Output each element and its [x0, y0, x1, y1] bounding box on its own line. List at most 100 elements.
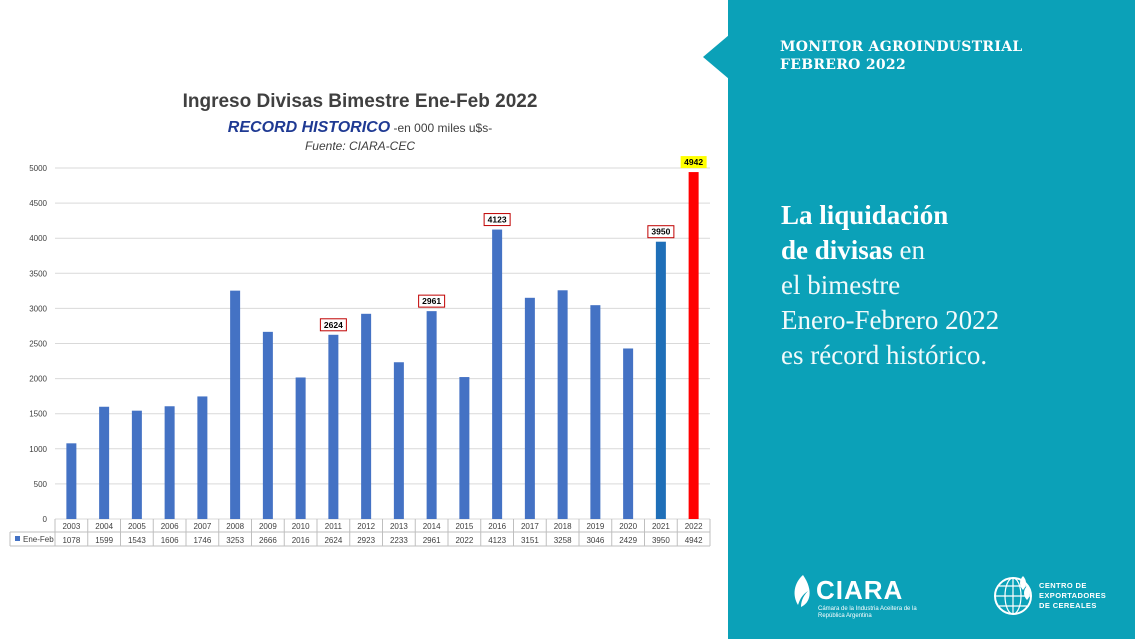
- x-tick-label: 2015: [455, 522, 473, 531]
- bar: [328, 334, 339, 519]
- table-value: 2923: [357, 536, 375, 545]
- table-value: 3253: [226, 536, 244, 545]
- y-tick-label: 5000: [29, 164, 47, 173]
- bar: [655, 241, 666, 519]
- bar: [688, 172, 699, 519]
- table-value: 4123: [488, 536, 506, 545]
- monitor-heading: MONITOR AGROINDUSTRIAL FEBRERO 2022: [780, 38, 1023, 74]
- x-tick-label: 2010: [292, 522, 310, 531]
- y-tick-label: 4000: [29, 234, 47, 243]
- table-value: 2016: [292, 536, 310, 545]
- y-tick-label: 500: [34, 480, 48, 489]
- x-tick-label: 2008: [226, 522, 244, 531]
- table-value: 2233: [390, 536, 408, 545]
- y-tick-label: 4500: [29, 199, 47, 208]
- x-tick-label: 2019: [586, 522, 604, 531]
- headline-line-5: es récord histórico.: [781, 340, 988, 370]
- legend-swatch: [15, 536, 20, 541]
- headline-line-3: el bimestre: [781, 270, 901, 300]
- cec-logo: CENTRO DE EXPORTADORES DE CEREALES: [993, 572, 1123, 622]
- y-tick-label: 1500: [29, 410, 47, 419]
- panel-notch: [703, 35, 729, 79]
- bar: [295, 377, 306, 519]
- table-value: 2666: [259, 536, 277, 545]
- bar: [492, 229, 503, 519]
- data-label-box: [418, 294, 446, 308]
- data-label-box: [319, 318, 347, 332]
- info-panel: MONITOR AGROINDUSTRIAL FEBRERO 2022 La l…: [728, 0, 1135, 639]
- ciara-logo: CIARA Cámara de la Industria Aceitera de…: [790, 573, 917, 623]
- subtitle-record: RECORD HISTORICO: [228, 119, 391, 136]
- x-tick-label: 2012: [357, 522, 375, 531]
- leaf-icon: [794, 575, 810, 607]
- table-value: 4942: [685, 536, 703, 545]
- bar: [426, 311, 437, 519]
- table-value: 2429: [619, 536, 637, 545]
- globe-wheat-icon: [994, 576, 1032, 615]
- table-value: 3950: [652, 536, 670, 545]
- monitor-line-1: MONITOR AGROINDUSTRIAL: [780, 39, 1023, 55]
- table-value: 1599: [95, 536, 113, 545]
- bar: [230, 290, 241, 519]
- chart-title: Ingreso Divisas Bimestre Ene-Feb 2022: [183, 91, 538, 112]
- table-value: 2624: [324, 536, 342, 545]
- headline-line-1: La liquidación: [781, 200, 949, 230]
- headline-line-4: Enero-Febrero 2022: [781, 305, 1000, 335]
- bar: [262, 331, 273, 519]
- y-tick-label: 3500: [29, 269, 47, 278]
- y-tick-label: 2000: [29, 375, 47, 384]
- x-tick-label: 2004: [95, 522, 113, 531]
- x-tick-label: 2022: [685, 522, 703, 531]
- table-value: 2022: [455, 536, 473, 545]
- y-tick-label: 1000: [29, 445, 47, 454]
- chart-source: Fuente: CIARA-CEC: [305, 139, 415, 153]
- x-tick-label: 2009: [259, 522, 277, 531]
- table-value: 3046: [586, 536, 604, 545]
- x-tick-label: 2016: [488, 522, 506, 531]
- legend-label: Ene-Feb: [23, 535, 54, 544]
- bar: [524, 297, 535, 519]
- table-value: 3151: [521, 536, 539, 545]
- table-value: 1606: [161, 536, 179, 545]
- data-label: 2961: [422, 296, 441, 306]
- headline: La liquidación de divisas en el bimestre…: [781, 198, 1121, 373]
- x-tick-label: 2006: [161, 522, 179, 531]
- x-tick-label: 2003: [62, 522, 80, 531]
- data-label-box: [647, 225, 675, 239]
- bar: [66, 443, 77, 519]
- x-tick-label: 2011: [325, 522, 343, 531]
- data-label: 2624: [324, 320, 343, 330]
- bar: [131, 410, 142, 519]
- cec-name: CENTRO DE EXPORTADORES DE CEREALES: [1039, 581, 1107, 610]
- y-tick-label: 0: [43, 515, 48, 524]
- x-tick-label: 2018: [554, 522, 572, 531]
- x-tick-label: 2005: [128, 522, 146, 531]
- x-tick-label: 2021: [652, 522, 670, 531]
- table-value: 1746: [193, 536, 211, 545]
- table-value: 3258: [554, 536, 572, 545]
- data-label: 3950: [651, 227, 670, 237]
- bar: [197, 396, 208, 519]
- subtitle-units: -en 000 miles u$s-: [390, 121, 492, 135]
- table-value: 1543: [128, 536, 146, 545]
- data-label: 4123: [488, 215, 507, 225]
- bar-chart: Ingreso Divisas Bimestre Ene-Feb 2022 RE…: [9, 91, 711, 547]
- bar: [393, 362, 404, 519]
- bar: [459, 377, 470, 519]
- y-tick-label: 2500: [29, 340, 47, 349]
- y-tick-label: 3000: [29, 304, 47, 313]
- data-label-box: [680, 156, 707, 169]
- data-label-box: [483, 213, 511, 227]
- data-label: 4942: [684, 157, 703, 167]
- x-tick-label: 2020: [619, 522, 637, 531]
- x-tick-label: 2014: [423, 522, 441, 531]
- x-tick-label: 2013: [390, 522, 408, 531]
- ciara-wordmark: CIARA: [816, 575, 904, 605]
- monitor-line-2: FEBRERO 2022: [780, 57, 907, 73]
- bar: [361, 313, 372, 519]
- x-tick-label: 2007: [193, 522, 211, 531]
- bar: [164, 406, 175, 519]
- table-value: 1078: [62, 536, 80, 545]
- bar: [99, 406, 110, 519]
- bar: [623, 348, 634, 519]
